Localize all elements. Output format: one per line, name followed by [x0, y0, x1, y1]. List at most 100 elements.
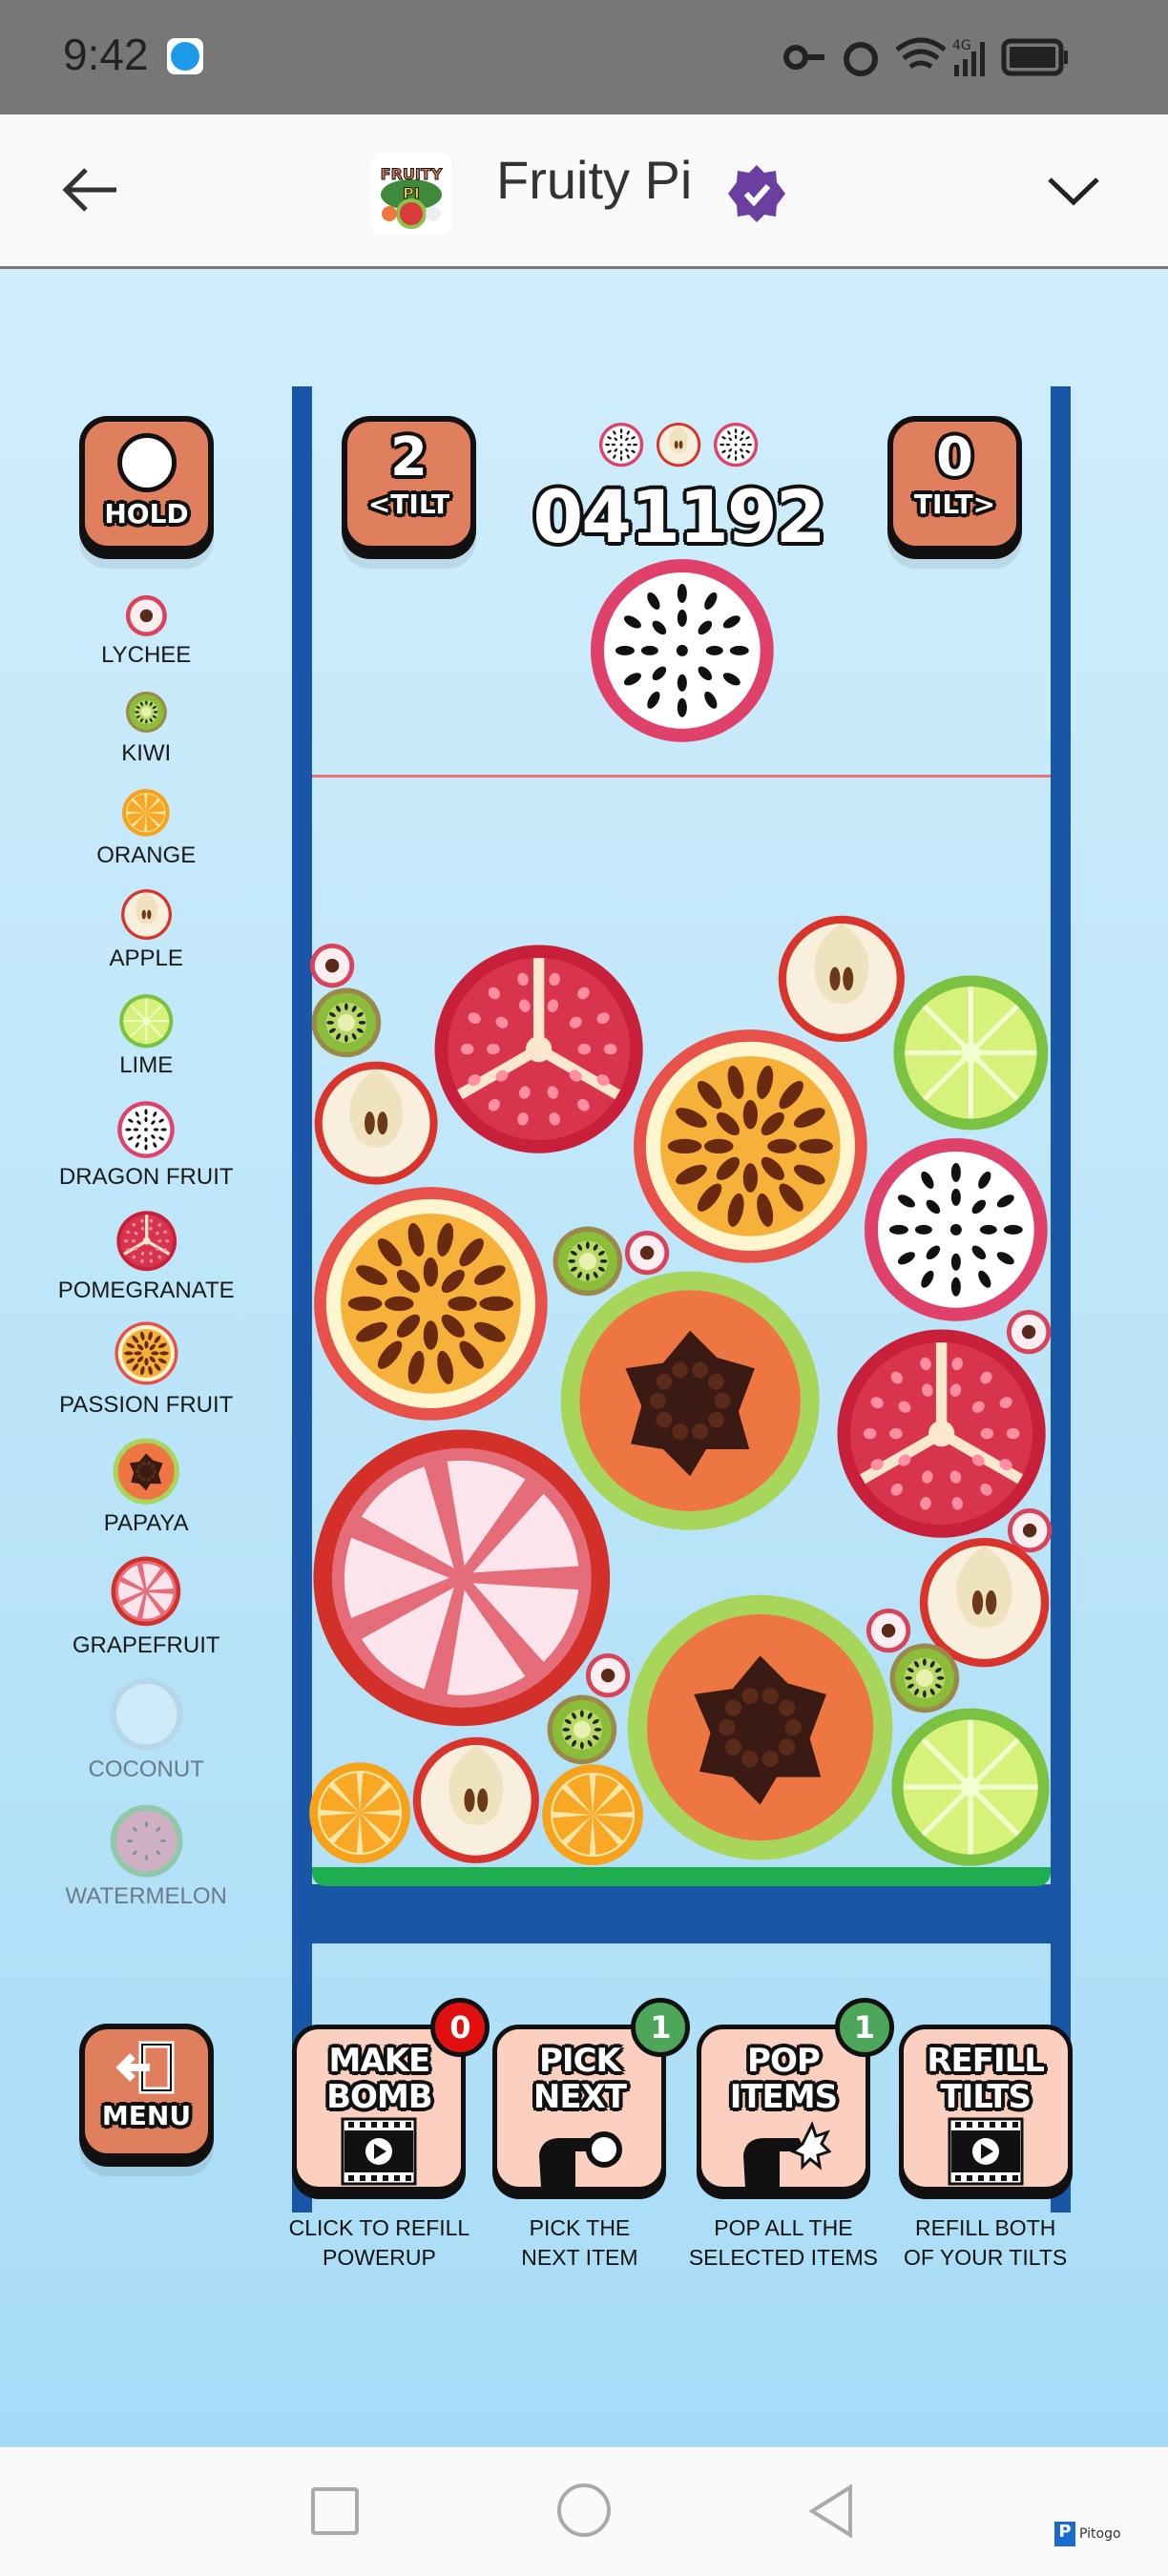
apple-fruit	[312, 1059, 440, 1187]
status-icons: 4G	[783, 37, 1068, 76]
key-icon	[783, 45, 824, 70]
legend-label: ORANGE	[96, 841, 197, 868]
legend-label: POMEGRANATE	[57, 1277, 235, 1303]
dragon-fruit	[861, 1134, 1052, 1325]
powerup-make-bomb-button[interactable]: MAKE BOMB	[292, 2025, 467, 2192]
legend-label: KIWI	[121, 739, 172, 766]
powerup-title: PICK NEXT	[532, 2042, 627, 2117]
chevron-down-icon[interactable]	[1045, 162, 1102, 219]
home-button[interactable]	[557, 2483, 611, 2537]
hold-label: HOLD	[104, 498, 189, 530]
app-logo: FRUITY PI	[370, 153, 452, 235]
powerup-title: MAKE BOMB	[326, 2042, 433, 2117]
legend-icon-lychee	[125, 594, 168, 637]
powerup-count-badge: 1	[631, 1998, 691, 2058]
legend-label: WATERMELON	[65, 1883, 227, 1909]
back-arrow-icon[interactable]	[57, 156, 124, 223]
alarm-icon	[844, 42, 878, 76]
status-time: 9:42	[63, 30, 149, 79]
papaya-fruit	[555, 1266, 824, 1535]
apple-fruit	[410, 1735, 542, 1866]
next-queue-item	[598, 422, 644, 467]
kiwi-fruit	[310, 987, 383, 1059]
legend-icon-papaya	[112, 1437, 180, 1506]
tilt-right-count: 0	[936, 426, 973, 488]
powerup-refill-tilts-button[interactable]: REFILL TILTS	[898, 2025, 1073, 2192]
system-nav-bar: P Pitogo	[0, 2447, 1168, 2576]
current-drop-fruit	[587, 555, 778, 746]
container-grass	[312, 1867, 1051, 1886]
hold-button[interactable]: HOLD	[79, 416, 214, 551]
legend-label: PAPAYA	[103, 1510, 189, 1537]
passion-fruit	[629, 1025, 872, 1268]
video-icon	[297, 2117, 461, 2190]
container-right-wall	[1051, 386, 1071, 2212]
kiwi-fruit	[546, 1693, 618, 1766]
legend-icon-watermelon	[109, 1803, 184, 1879]
app-title: Fruity Pi	[496, 150, 693, 210]
score: 041192	[532, 474, 825, 559]
legend-label: PASSION FRUIT	[59, 1392, 234, 1419]
legend-label: APPLE	[109, 945, 183, 972]
lychee-fruit	[585, 1652, 631, 1698]
powerup-description: CLICK TO REFILL POWERUP	[288, 2214, 470, 2270]
app-header: FRUITY PI Fruity Pi	[0, 114, 1168, 269]
back-button[interactable]	[806, 2483, 856, 2539]
status-bar: 9:42 4G	[0, 0, 1168, 114]
menu-label: MENU	[101, 2100, 192, 2131]
container-floor	[292, 1884, 1071, 1943]
pointing-hand-icon	[497, 2117, 661, 2197]
powerup-description: REFILL BOTH OF YOUR TILTS	[904, 2214, 1068, 2270]
wifi-icon	[895, 37, 947, 70]
recents-button[interactable]	[311, 2487, 359, 2535]
svg-text:FRUITY: FRUITY	[381, 165, 443, 183]
fruit-board	[0, 269, 1168, 2447]
legend-icon-lime	[118, 993, 175, 1049]
powerup-description: PICK THE NEXT ITEM	[521, 2214, 638, 2270]
apple-fruit	[917, 1535, 1052, 1670]
svg-text:PI: PI	[403, 184, 420, 202]
lime-fruit	[890, 972, 1052, 1133]
tilt-left-button[interactable]: 2 <TILT	[342, 416, 476, 551]
powerup-description: POP ALL THE SELECTED ITEMS	[688, 2214, 878, 2270]
powerup-title: REFILL TILTS	[927, 2042, 1045, 2117]
tilt-left-label: <TILT	[367, 488, 450, 520]
grapefruit-fruit	[307, 1423, 616, 1733]
verified-badge-icon	[728, 165, 785, 222]
danger-line	[312, 775, 1051, 778]
apple-fruit	[776, 913, 907, 1045]
legend-icon-apple	[120, 888, 173, 941]
menu-button[interactable]: MENU	[79, 2024, 214, 2159]
tilt-right-label: TILT>	[913, 488, 996, 520]
orange-fruit	[540, 1762, 645, 1867]
legend-icon-dragon	[116, 1100, 176, 1159]
exit-door-icon	[115, 2041, 174, 2094]
legend-icon-kiwi	[125, 691, 168, 734]
legend-label: DRAGON FRUIT	[58, 1163, 234, 1190]
lychee-fruit	[1007, 1507, 1053, 1553]
pop-hand-icon	[701, 2117, 866, 2197]
lychee-fruit	[1006, 1309, 1052, 1355]
passion-fruit	[309, 1182, 553, 1425]
next-queue-item	[656, 422, 701, 467]
held-item-slot	[116, 433, 177, 492]
tilt-right-button[interactable]: 0 TILT>	[887, 416, 1022, 551]
legend-label: COCONUT	[88, 1756, 204, 1783]
powerup-count-badge: 1	[834, 1998, 894, 2058]
legend-label: GRAPEFRUIT	[72, 1631, 220, 1658]
pomegranate-fruit	[833, 1325, 1050, 1542]
legend-label: LYCHEE	[101, 641, 192, 668]
orange-fruit	[307, 1760, 412, 1865]
game-area[interactable]: HOLD 2 <TILT 0 TILT> 041192 LYCHEE KIWI OR…	[0, 269, 1168, 2447]
pomegranate-fruit	[430, 941, 647, 1157]
legend-icon-orange	[121, 788, 171, 838]
lychee-fruit	[866, 1608, 911, 1653]
app-notification-icon	[167, 38, 203, 74]
powerup-pop-items-button[interactable]: POP ITEMS	[696, 2025, 870, 2192]
pitogo-brand: Pitogo	[1079, 2526, 1121, 2542]
papaya-fruit	[622, 1589, 898, 1865]
kiwi-fruit	[552, 1225, 624, 1298]
powerup-pick-next-button[interactable]: PICK NEXT	[492, 2025, 667, 2192]
battery-icon	[1001, 38, 1068, 76]
pitogo-logo: P Pitogo	[1054, 2522, 1121, 2546]
